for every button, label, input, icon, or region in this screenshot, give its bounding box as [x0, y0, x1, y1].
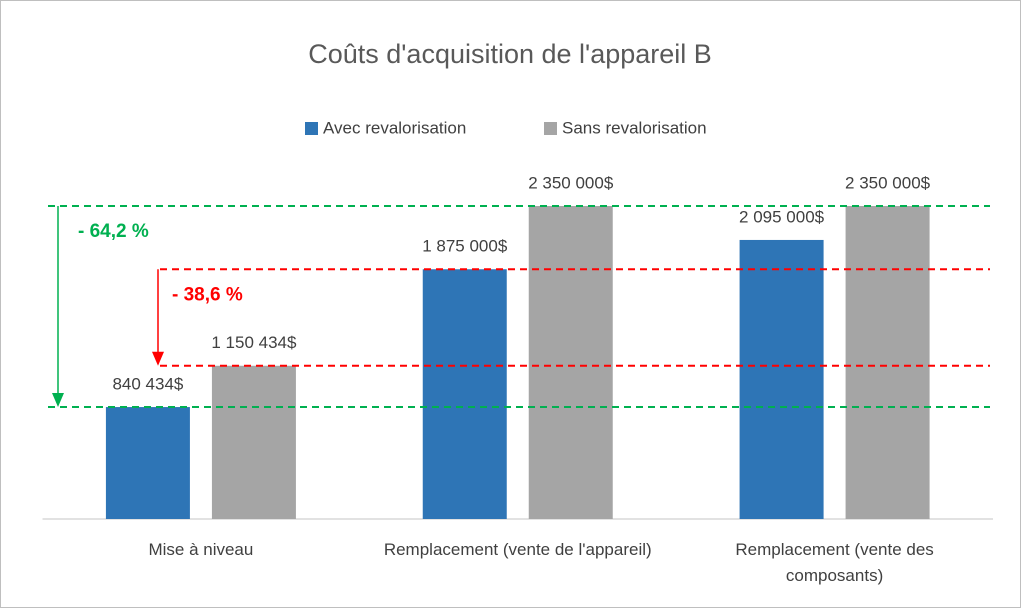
arrow-head: [52, 393, 64, 408]
chart-title: Coûts d'acquisition de l'appareil B: [308, 39, 712, 69]
value-label: 2 350 000$: [845, 173, 931, 192]
value-label: 1 875 000$: [422, 237, 508, 256]
bar: [528, 205, 613, 520]
value-label: 840 434$: [112, 375, 183, 394]
bar: [105, 407, 190, 519]
bar: [739, 239, 824, 520]
bar: [211, 365, 296, 519]
bar: [422, 269, 507, 519]
legend-swatch: [305, 122, 318, 135]
annotation-label: - 64,2 %: [78, 221, 149, 242]
legend-label: Sans revalorisation: [562, 118, 707, 137]
annotation-label: - 38,6 %: [172, 284, 243, 305]
x-tick-label: Remplacement (vente des composants): [735, 540, 934, 585]
legend-swatch: [544, 122, 557, 135]
x-tick-label: Remplacement (vente de l'appareil): [383, 540, 652, 559]
value-label: 2 350 000$: [528, 173, 614, 192]
value-label: 2 095 000$: [739, 207, 825, 226]
bar: [845, 205, 930, 520]
legend-label: Avec revalorisation: [323, 118, 466, 137]
value-label: 1 150 434$: [211, 333, 297, 352]
x-tick-label: Mise à niveau: [148, 540, 254, 559]
arrow-head: [152, 351, 164, 366]
